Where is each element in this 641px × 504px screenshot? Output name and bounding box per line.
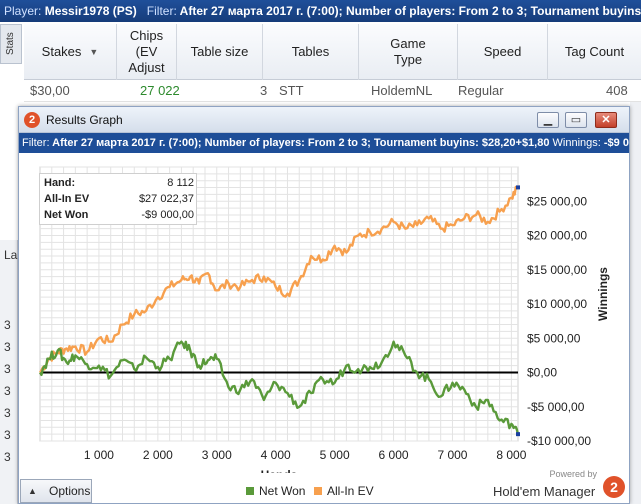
- left-strip-cell: 3: [4, 384, 11, 398]
- y-tick-label: $5 000,00: [527, 331, 581, 345]
- holdem-manager-logo: Powered by Hold'em Manager 2: [493, 469, 627, 503]
- cell-tables: STT: [279, 83, 304, 98]
- info-hand-value: 8 112: [167, 177, 194, 189]
- legend-all-in-ev-swatch: [314, 487, 322, 495]
- options-button[interactable]: ▲ Options: [20, 479, 92, 503]
- close-button[interactable]: ✕: [595, 112, 617, 128]
- x-tick-label: 4 000: [261, 448, 291, 462]
- x-tick-label: 2 000: [143, 448, 173, 462]
- graph-filter-label: Filter:: [22, 137, 50, 149]
- sort-desc-icon: ▼: [89, 47, 99, 57]
- hm2-badge-icon: 2: [603, 476, 625, 498]
- close-icon: ✕: [601, 114, 611, 126]
- x-tick-label: 8 000: [496, 448, 526, 462]
- right-panel-strip: [630, 102, 641, 504]
- filter-text: After 27 марта 2017 г. (7:00); Number of…: [179, 4, 641, 18]
- results-graph-titlebar[interactable]: 2 Results Graph ▁ ▭ ✕: [19, 107, 629, 133]
- left-panel-strip: La 3 3 3 3 3 3 3: [0, 240, 18, 504]
- info-allin-label: All-In EV: [44, 193, 90, 205]
- graph-filter-bar: Filter: After 27 марта 2017 г. (7:00); N…: [19, 133, 629, 153]
- table-row[interactable]: $30,00 27 022 3 STT HoldemNL Regular 408: [24, 80, 641, 102]
- maximize-icon: ▭: [570, 114, 582, 126]
- y-tick-label: $0,00: [527, 366, 557, 380]
- info-hand-label: Hand:: [44, 177, 76, 189]
- left-strip-cell: 3: [4, 406, 11, 420]
- series-line-all-in-ev: [39, 185, 519, 374]
- y-tick-label: $20 000,00: [527, 229, 587, 243]
- legend-net-won-swatch: [246, 487, 254, 495]
- maximize-button[interactable]: ▭: [565, 112, 587, 128]
- series-end-marker: [516, 185, 520, 190]
- minimize-icon: ▁: [543, 114, 553, 126]
- column-game-type[interactable]: Game Type: [359, 24, 458, 80]
- info-netwon-value: -$9 000,00: [141, 209, 194, 221]
- series-end-marker: [516, 432, 520, 437]
- column-chips[interactable]: Chips (EV Adjust: [117, 24, 177, 80]
- filter-label: Filter:: [146, 4, 177, 18]
- left-strip-cell: 3: [4, 340, 11, 354]
- y-tick-label: $15 000,00: [527, 263, 587, 277]
- x-tick-label: 1 000: [84, 448, 114, 462]
- cell-stakes: $30,00: [30, 83, 70, 98]
- cell-table-size: 3: [260, 83, 268, 98]
- column-tables[interactable]: Tables: [263, 24, 359, 80]
- left-strip-cell: 3: [4, 428, 11, 442]
- left-strip-label: La: [4, 248, 18, 262]
- column-stakes-label: Stakes: [41, 44, 82, 59]
- powered-by-text: Powered by: [549, 469, 597, 479]
- x-tick-label: 6 000: [379, 448, 409, 462]
- player-name: Messir1978 (PS): [44, 4, 137, 18]
- info-netwon-label: Net Won: [44, 209, 89, 221]
- back-window-titlebar: Player: Messir1978 (PS) Filter: After 27…: [0, 0, 641, 22]
- left-strip-cell: 3: [4, 450, 11, 464]
- minimize-button[interactable]: ▁: [537, 112, 559, 128]
- column-chips-label: Chips (EV Adjust: [128, 28, 165, 75]
- legend-all-in-ev-label: All-In EV: [327, 484, 374, 498]
- x-tick-label: 3 000: [202, 448, 232, 462]
- x-axis-label: Hands: [261, 468, 298, 473]
- legend-net-won[interactable]: Net Won: [246, 484, 305, 498]
- hm2-logo-icon: 2: [24, 112, 40, 128]
- hover-info-box: Hand: 8 112 All-In EV $27 022,37 Net Won…: [39, 173, 197, 225]
- legend-all-in-ev[interactable]: All-In EV: [314, 484, 374, 498]
- expand-up-icon: ▲: [28, 486, 37, 496]
- column-stakes[interactable]: Stakes ▼: [24, 24, 117, 80]
- y-axis-label: Winnings: [596, 267, 610, 321]
- y-tick-label: -$10 000,00: [527, 434, 591, 448]
- cell-speed: Regular: [458, 83, 504, 98]
- graph-filter-text: After 27 марта 2017 г. (7:00); Number of…: [52, 137, 550, 149]
- legend-net-won-label: Net Won: [259, 484, 306, 498]
- options-label: Options: [49, 484, 91, 498]
- column-game-type-label: Game Type: [390, 36, 426, 67]
- player-label: Player:: [4, 4, 42, 18]
- info-allin-value: $27 022,37: [138, 193, 194, 205]
- x-tick-label: 7 000: [437, 448, 467, 462]
- brand-name: Hold'em Manager: [493, 484, 596, 499]
- column-table-size[interactable]: Table size: [177, 24, 263, 80]
- cell-chips: 27 022: [140, 83, 180, 98]
- column-tag-count[interactable]: Tag Count: [564, 44, 625, 59]
- left-strip-cell: 3: [4, 362, 11, 376]
- info-allin-row: All-In EV $27 022,37: [44, 192, 194, 207]
- window-title: Results Graph: [46, 113, 123, 127]
- series-line-net-won: [38, 340, 520, 435]
- cell-game-type: HoldemNL: [371, 83, 433, 98]
- cell-tag-count: 408: [606, 83, 628, 98]
- info-netwon-row: Net Won -$9 000,00: [44, 208, 194, 223]
- x-tick-label: 5 000: [320, 448, 350, 462]
- stats-tab[interactable]: Stats: [0, 24, 22, 64]
- winnings-value: -$9 0: [603, 137, 629, 149]
- y-tick-label: $10 000,00: [527, 297, 587, 311]
- left-strip-cell: 3: [4, 318, 11, 332]
- column-speed[interactable]: Speed: [458, 24, 548, 80]
- stats-table-header: Stakes ▼ Chips (EV Adjust Table size Tab…: [24, 24, 641, 80]
- y-tick-label: $25 000,00: [527, 194, 587, 208]
- results-graph-window: 2 Results Graph ▁ ▭ ✕ Filter: After 27 м…: [18, 106, 630, 504]
- winnings-label: Winnings:: [552, 137, 601, 149]
- info-hand-row: Hand: 8 112: [44, 176, 194, 191]
- y-tick-label: -$5 000,00: [527, 400, 585, 414]
